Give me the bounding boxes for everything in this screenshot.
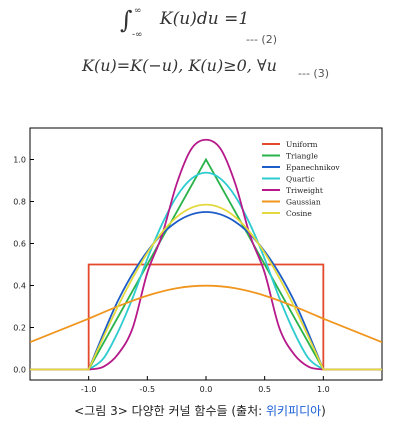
x-tick-label: -1.0: [81, 385, 97, 394]
legend-label-gaussian: Gaussian: [286, 198, 321, 207]
x-tick-label: -0.5: [140, 385, 156, 394]
kernel-functions-chart: -1.0 -0.5 0.0 0.5 1.0 0.0 0.2 0.4 0.6 0.8 1.0 Unifo…: [13, 127, 383, 394]
series-line-triweight: [30, 138, 382, 371]
y-tick-label: 1.0: [13, 156, 26, 165]
legend-label-uniform: Uniform: [286, 140, 318, 149]
x-tick-label: 0.5: [258, 385, 271, 394]
integral-upper-limit: ∞: [134, 6, 142, 16]
legend-label-triangle: Triangle: [286, 152, 318, 161]
integral-body: K(u)du =1: [159, 9, 250, 29]
y-tick-label: 0.4: [13, 282, 26, 291]
series-line-epanechnikov: [30, 211, 382, 371]
y-tick-label: 0.6: [13, 240, 26, 249]
equation-tag-2: --- (2): [246, 33, 277, 46]
caption-source-link[interactable]: 위키피디아: [265, 404, 322, 418]
series-line-gaussian: [30, 284, 382, 344]
legend-label-triweight: Triweight: [286, 186, 323, 195]
legend-label-cosine: Cosine: [286, 209, 312, 218]
kernel-symmetry-equation: K(u)=K(−u), K(u)≥0, ∀u: [82, 56, 277, 75]
x-tick-label: 1.0: [317, 385, 330, 394]
integral-lower-limit: -∞: [132, 30, 143, 40]
legend-label-epanechnikov: Epanechnikov: [286, 163, 340, 172]
caption-suffix: ): [321, 404, 326, 418]
series-line-cosine: [30, 203, 382, 371]
equation-tag-3: --- (3): [298, 67, 329, 80]
legend-label-quartic: Quartic: [286, 175, 315, 184]
caption-prefix: <그림 3> 다양한 커널 함수들 (출처:: [74, 404, 266, 418]
kernel-integral-equation: ∫ ∞ -∞ K(u)du =1: [120, 6, 250, 40]
figure-caption: <그림 3> 다양한 커널 함수들 (출처: 위키피디아): [0, 402, 400, 419]
y-tick-label: 0.2: [13, 324, 26, 333]
x-tick-label: 0.0: [200, 385, 213, 394]
y-tick-label: 0.8: [13, 198, 26, 207]
series-line-quartic: [30, 171, 382, 371]
integral-symbol: ∫: [120, 6, 133, 34]
y-tick-label: 0.0: [13, 366, 26, 375]
series-line-uniform: [30, 263, 382, 371]
